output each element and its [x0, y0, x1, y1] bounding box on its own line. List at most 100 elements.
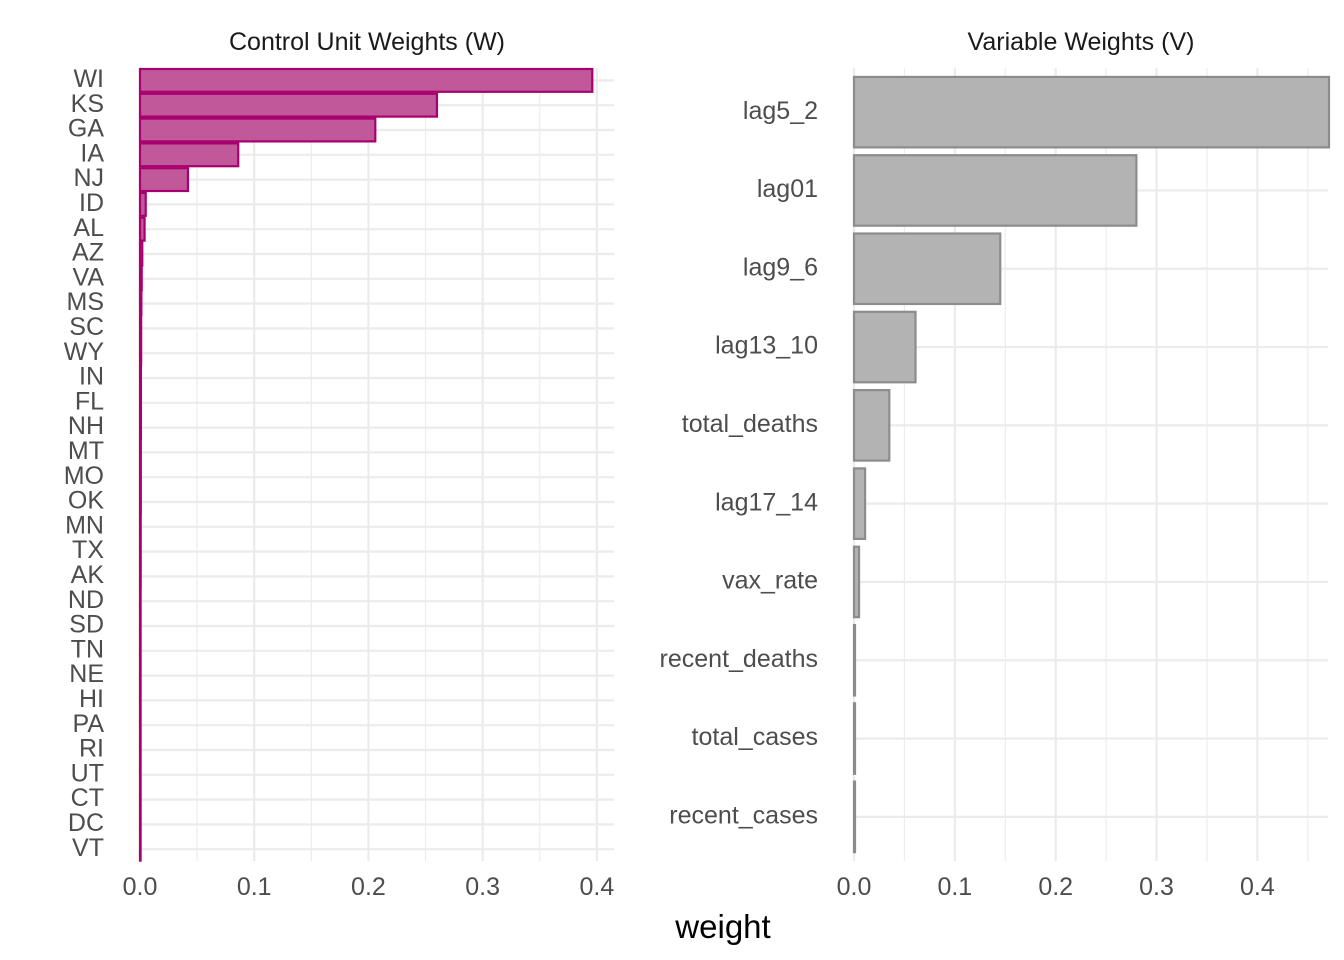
x-tick-label: 0.1: [237, 873, 272, 901]
bar-lag17-14: [852, 467, 867, 540]
bar-ia: [138, 142, 240, 168]
bar-vt: [138, 836, 142, 862]
panel-title-w: Control Unit Weights (W): [229, 28, 505, 56]
bar-lag13-10: [852, 310, 917, 384]
x-tick-labels-w: 0.0 0.1 0.2 0.3 0.4: [123, 873, 615, 901]
bar-al: [138, 216, 146, 242]
bar-recent-cases: [852, 780, 857, 854]
category-label: NJ: [73, 164, 104, 192]
category-label: ID: [79, 189, 104, 217]
bar-tx: [138, 539, 142, 565]
bar-lag9-6: [852, 232, 1002, 306]
category-label: NE: [69, 660, 104, 688]
category-label: RI: [79, 735, 104, 763]
bar-lag5-2: [852, 75, 1331, 149]
category-label: total_deaths: [682, 410, 818, 438]
bar-ri: [138, 737, 142, 763]
category-label: IA: [80, 139, 104, 167]
category-label: MO: [64, 462, 104, 490]
bar-mn: [138, 514, 142, 540]
bar-sc: [138, 315, 143, 341]
x-tick-label: 0.2: [351, 873, 386, 901]
bar-mo: [138, 464, 142, 490]
bar-hi: [138, 687, 142, 713]
category-label: vax_rate: [722, 567, 818, 595]
bar-tn: [138, 638, 142, 664]
bar-ct: [138, 787, 142, 813]
category-label: TX: [72, 536, 104, 564]
category-label: WY: [64, 338, 105, 366]
category-labels-v: lag5_2 lag01 lag9_6 lag13_10 total_deathslag…: [660, 97, 819, 830]
category-label: lag13_10: [715, 332, 818, 360]
panel-title-v: Variable Weights (V): [968, 28, 1195, 56]
x-tick-label: 0.4: [579, 873, 614, 901]
category-label: UT: [71, 759, 104, 787]
category-label: OK: [68, 487, 104, 515]
category-label: MS: [67, 288, 105, 316]
bar-ks: [138, 92, 439, 118]
category-label: total_cases: [692, 723, 818, 751]
control-unit-weights-panel: WIKSGAIANJIDALAZVAMSSCWYINFLNHMTMOOKMNTX…: [64, 28, 615, 901]
bar-pa: [138, 712, 142, 738]
category-label: GA: [68, 115, 104, 143]
category-label: lag17_14: [715, 488, 818, 516]
bar-in: [138, 365, 143, 391]
category-label: SD: [69, 611, 104, 639]
category-label: lag01: [757, 175, 818, 203]
bar-id: [138, 191, 147, 217]
x-tick-label: 0.3: [1139, 873, 1174, 901]
category-label: DC: [68, 809, 104, 837]
category-label: PA: [73, 710, 105, 738]
x-tick-label: 0.2: [1038, 873, 1073, 901]
x-tick-label: 0.3: [465, 873, 500, 901]
bars-w: [138, 67, 594, 862]
category-label: recent_cases: [669, 801, 818, 829]
bar-wy: [138, 340, 143, 366]
bar-ne: [138, 663, 142, 689]
category-label: MN: [65, 511, 104, 539]
bar-va: [138, 266, 143, 292]
x-tick-label: 0.0: [837, 873, 872, 901]
variable-weights-panel: lag5_2 lag01 lag9_6 lag13_10 total_deathslag…: [660, 28, 1331, 901]
category-label: AK: [71, 561, 105, 589]
grid-lines-w: [138, 68, 614, 861]
category-label: NH: [68, 412, 104, 440]
bar-ms: [138, 291, 143, 317]
bar-nj: [138, 167, 190, 193]
bar-mt: [138, 439, 142, 465]
x-tick-label: 0.4: [1240, 873, 1275, 901]
bar-nh: [138, 415, 143, 441]
category-label: VT: [72, 834, 104, 862]
x-tick-labels-v: 0.0 0.1 0.2 0.3 0.4: [837, 873, 1275, 901]
bar-fl: [138, 390, 143, 416]
x-tick-label: 0.1: [937, 873, 972, 901]
bar-lag01: [852, 154, 1138, 227]
category-label: AZ: [72, 239, 104, 267]
category-label: CT: [71, 784, 104, 812]
category-label: TN: [71, 635, 104, 663]
category-label: FL: [75, 387, 104, 415]
category-label: IN: [79, 363, 104, 391]
x-axis-title: weight: [674, 908, 770, 945]
category-label: recent_deaths: [660, 645, 818, 673]
x-tick-label: 0.0: [123, 873, 158, 901]
category-label: HI: [79, 685, 104, 713]
category-label: WI: [73, 65, 104, 93]
bar-sd: [138, 613, 142, 639]
bar-total-cases: [852, 702, 857, 775]
category-labels-w: WIKSGAIANJIDALAZVAMSSCWYINFLNHMTMOOKMNTX…: [64, 65, 105, 862]
category-label: SC: [69, 313, 104, 341]
category-label: KS: [71, 90, 104, 118]
bar-ga: [138, 117, 377, 143]
bar-total-deaths: [852, 389, 891, 462]
bar-az: [138, 241, 144, 267]
bar-wi: [138, 67, 594, 93]
category-label: MT: [68, 437, 104, 465]
category-label: ND: [68, 586, 104, 614]
category-label: lag9_6: [743, 253, 818, 281]
bar-ut: [138, 762, 142, 788]
bar-recent-deaths: [852, 623, 857, 697]
bars-v: [852, 75, 1331, 854]
category-label: lag5_2: [743, 97, 818, 125]
